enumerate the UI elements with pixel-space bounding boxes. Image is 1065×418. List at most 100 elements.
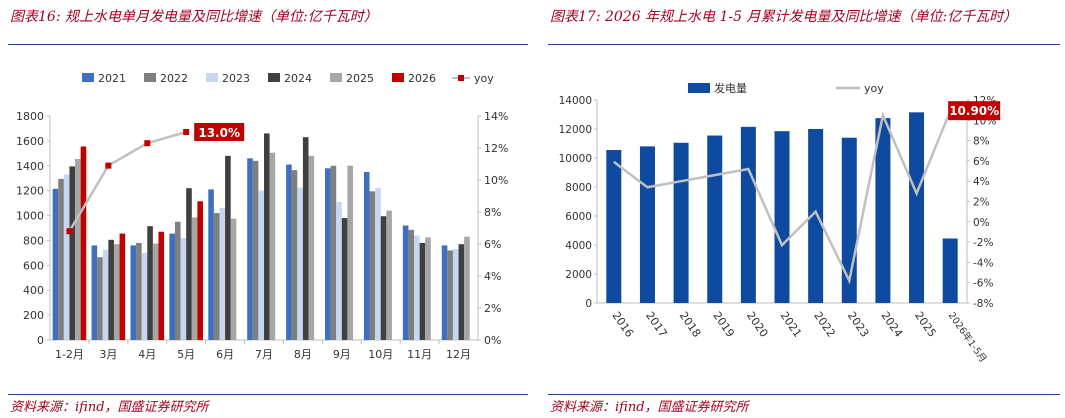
bar-2023 xyxy=(336,201,342,340)
bar-2023 xyxy=(375,188,381,340)
bar-2024 xyxy=(108,239,114,340)
bar-2021 xyxy=(130,245,137,340)
bar-generation xyxy=(707,135,723,303)
x-tick-label: 7月 xyxy=(255,348,273,361)
bar-generation xyxy=(774,131,790,303)
bar-2022 xyxy=(447,250,453,340)
chart-title-right: 图表17: 2026 年规上水电 1-5 月累计发电量及同比增速（单位:亿千瓦时… xyxy=(550,9,1018,25)
bar-2025 xyxy=(230,218,237,340)
bar-2024 xyxy=(341,218,348,340)
legend-label-2024: 2024 xyxy=(284,72,312,85)
x-tick-label: 2019 xyxy=(710,309,737,339)
bar-2022 xyxy=(408,229,415,340)
bar-2025 xyxy=(75,158,81,340)
x-tick-label: 1-2月 xyxy=(55,348,84,361)
bar-generation xyxy=(673,142,689,303)
y-tick-label-left: 200 xyxy=(23,309,44,322)
bar-2022 xyxy=(252,160,259,340)
yoy-callout-label: 13.0% xyxy=(198,126,240,140)
source-rule-right xyxy=(548,394,1060,395)
y-tick-label-left: 600 xyxy=(23,259,44,272)
y-tick-label-left: 1000 xyxy=(16,210,44,223)
y-tick-label-right: 4% xyxy=(973,176,990,188)
bar-2022 xyxy=(330,165,337,340)
source-rule-left xyxy=(8,394,528,395)
y-tick-label-left: 1800 xyxy=(16,110,44,123)
title-rule-right xyxy=(548,44,1060,45)
y-tick-label-right: 0% xyxy=(973,217,990,229)
y-tick-label-left: 1400 xyxy=(16,160,44,173)
y-tick-label-right: 6% xyxy=(484,238,501,251)
x-tick-label: 2017 xyxy=(643,309,670,339)
yoy-line xyxy=(68,130,187,232)
bar-2024 xyxy=(69,166,76,340)
yoy-callout xyxy=(948,101,1001,121)
bar-generation xyxy=(942,238,958,303)
x-tick-label: 2023 xyxy=(845,309,872,339)
bar-2023 xyxy=(297,187,303,340)
bar-2023 xyxy=(452,249,459,340)
yoy-marker xyxy=(183,129,190,135)
bar-2022 xyxy=(136,242,142,340)
source-note-right: 资料来源：ifind，国盛证券研究所 xyxy=(550,400,749,415)
bar-2026 xyxy=(119,233,126,340)
y-tick-label-right: -8% xyxy=(973,298,993,310)
x-tick-label: 2018 xyxy=(677,309,704,339)
bar-2022 xyxy=(97,257,103,340)
bar-generation xyxy=(909,112,925,303)
y-tick-label-left: 0 xyxy=(585,298,592,310)
bar-2024 xyxy=(458,244,465,340)
yoy-callout-label: 10.90% xyxy=(949,104,999,118)
bar-2025 xyxy=(113,244,120,340)
bar-2021 xyxy=(52,188,59,340)
bar-generation xyxy=(639,146,655,303)
y-tick-label-right: -6% xyxy=(973,278,993,290)
bar-2025 xyxy=(425,237,431,340)
bar-2024 xyxy=(186,188,192,340)
y-tick-label-right: 8% xyxy=(973,136,990,148)
legend-label-yoy: yoy xyxy=(864,82,884,95)
bar-2023 xyxy=(258,190,264,340)
bar-2023 xyxy=(63,174,70,340)
bar-2025 xyxy=(464,236,470,340)
legend-label-yoy: yoy xyxy=(474,72,494,85)
bar-2024 xyxy=(302,137,309,340)
x-tick-label: 2022 xyxy=(811,309,838,339)
cumulative-generation-chart: 0 2000 4000 6000 8000 10000 12000 14000 -8% -6% -4… xyxy=(559,81,1001,365)
x-tick-label: 3月 xyxy=(99,348,117,361)
bar-2022 xyxy=(369,191,376,340)
bar-2021 xyxy=(325,168,331,340)
y-tick-label-left: 4000 xyxy=(565,240,592,252)
x-tick-label: 8月 xyxy=(294,348,312,361)
y-tick-label-left: 12000 xyxy=(559,124,592,136)
bar-2021 xyxy=(208,189,214,340)
legend-swatch-2026 xyxy=(392,73,404,82)
y-tick-label-right: 4% xyxy=(484,270,501,283)
bar-2024 xyxy=(264,133,270,340)
bar-2026 xyxy=(158,231,165,340)
title-rule-left xyxy=(8,44,528,45)
legend-label-generation: 发电量 xyxy=(714,81,747,95)
monthly-generation-chart: 0 200 400 600 800 1000 1200 1400 1600 1800 0% 2% 4% 6… xyxy=(16,72,508,361)
legend-label-2021: 2021 xyxy=(98,72,126,85)
bar-2021 xyxy=(247,158,253,340)
y-tick-label-left: 14000 xyxy=(559,95,592,107)
legend-swatch-generation xyxy=(688,83,710,93)
x-tick-label: 2020 xyxy=(744,309,771,339)
y-tick-label-left: 10000 xyxy=(559,153,592,165)
y-tick-label-right: 8% xyxy=(484,206,501,219)
legend-label-2025: 2025 xyxy=(346,72,374,85)
bar-2023 xyxy=(102,249,109,340)
y-tick-label-right: -4% xyxy=(973,257,993,269)
bar-2022 xyxy=(58,178,64,340)
y-tick-label-left: 1600 xyxy=(16,135,44,148)
x-tick-label: 2025 xyxy=(912,309,939,339)
bar-2025 xyxy=(347,165,354,340)
yoy-marker xyxy=(105,162,112,169)
source-note-left: 资料来源：ifind，国盛证券研究所 xyxy=(10,400,209,415)
x-tick-label: 2024 xyxy=(878,309,905,339)
bar-2025 xyxy=(191,217,198,340)
y-tick-label-right: 14% xyxy=(484,110,508,123)
y-tick-label-left: 1200 xyxy=(16,185,44,198)
bar-2021 xyxy=(91,245,98,340)
